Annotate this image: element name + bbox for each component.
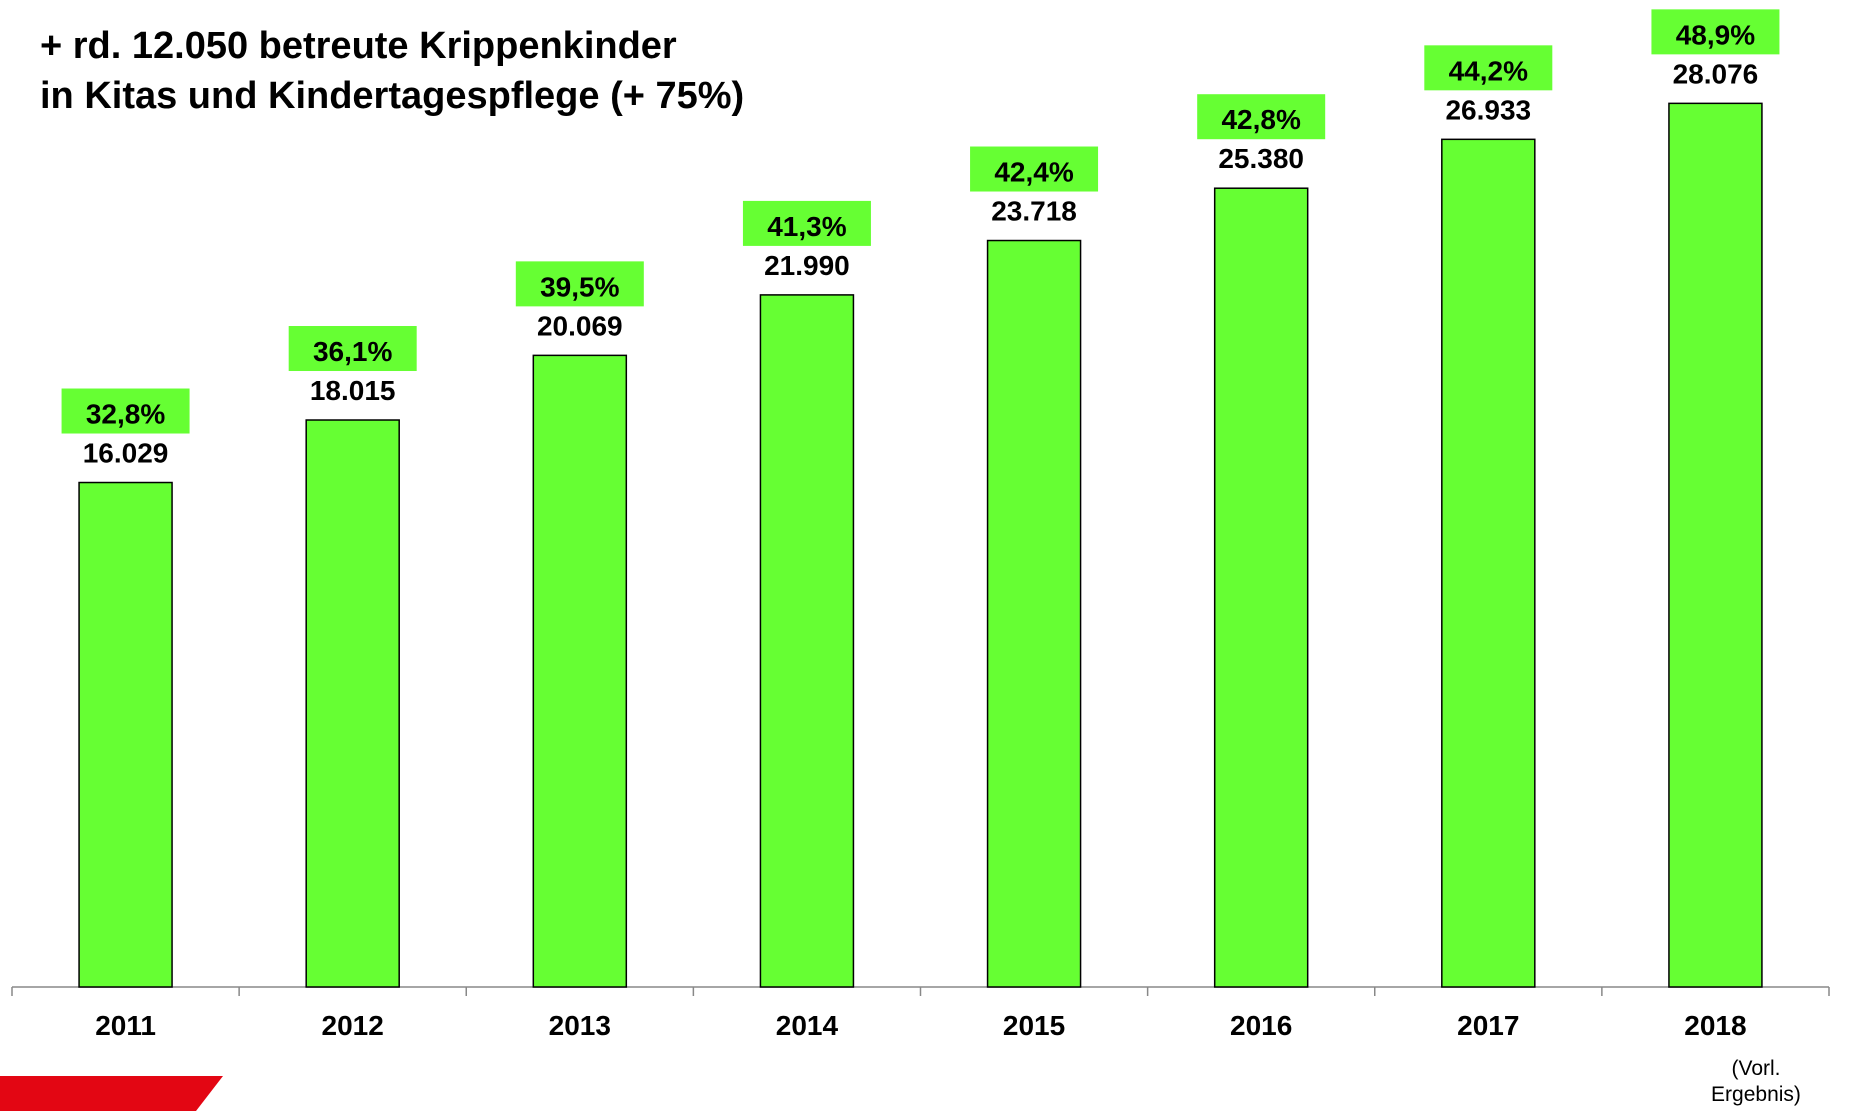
share-label-box bbox=[1424, 45, 1553, 91]
x-tick-label: 2018 bbox=[1684, 1010, 1746, 1041]
bar bbox=[1668, 102, 1763, 988]
value-label: 28.076 bbox=[1673, 58, 1759, 89]
share-label-box bbox=[742, 200, 871, 246]
bar bbox=[305, 419, 400, 988]
share-label-box bbox=[1651, 9, 1780, 55]
bar bbox=[759, 294, 855, 988]
bar bbox=[1213, 187, 1309, 988]
value-label: 25.380 bbox=[1218, 143, 1304, 174]
value-label: 23.718 bbox=[991, 196, 1077, 227]
x-tick-label: 2012 bbox=[322, 1010, 384, 1041]
value-label: 16.029 bbox=[83, 438, 169, 469]
x-tick-label: 2017 bbox=[1457, 1010, 1519, 1041]
share-label-box bbox=[61, 388, 190, 434]
share-label: 41,3% bbox=[767, 211, 846, 242]
value-label: 20.069 bbox=[537, 310, 623, 341]
x-tick-label: 2014 bbox=[776, 1010, 839, 1041]
share-label: 42,8% bbox=[1221, 104, 1300, 135]
share-label-box bbox=[288, 326, 417, 372]
share-label: 42,4% bbox=[994, 157, 1073, 188]
bar bbox=[532, 354, 628, 988]
x-tick-label: 2015 bbox=[1003, 1010, 1065, 1041]
value-label: 18.015 bbox=[310, 375, 396, 406]
chart-title: + rd. 12.050 betreute Krippenkinder bbox=[40, 25, 677, 67]
bar bbox=[78, 481, 173, 988]
decor-stripe bbox=[0, 1076, 223, 1111]
x-tick-label: 2013 bbox=[549, 1010, 611, 1041]
share-label: 44,2% bbox=[1449, 55, 1528, 86]
x-tick-label: 2016 bbox=[1230, 1010, 1292, 1041]
bar bbox=[986, 239, 1082, 988]
share-label-box bbox=[970, 146, 1099, 192]
bar bbox=[1441, 138, 1536, 988]
share-label-box bbox=[1197, 94, 1326, 140]
value-label: 21.990 bbox=[764, 250, 850, 281]
share-label: 48,9% bbox=[1676, 19, 1755, 50]
share-label: 32,8% bbox=[86, 399, 165, 430]
share-label: 39,5% bbox=[540, 271, 619, 302]
chart-title: in Kitas und Kindertagespflege (+ 75%) bbox=[40, 75, 744, 117]
share-label: 36,1% bbox=[313, 336, 392, 367]
x-tick-label: 2011 bbox=[95, 1010, 156, 1041]
x-note: (Vorl. Ergebnis) bbox=[1711, 1057, 1801, 1106]
share-label-box bbox=[515, 261, 644, 307]
value-label: 26.933 bbox=[1445, 94, 1531, 125]
